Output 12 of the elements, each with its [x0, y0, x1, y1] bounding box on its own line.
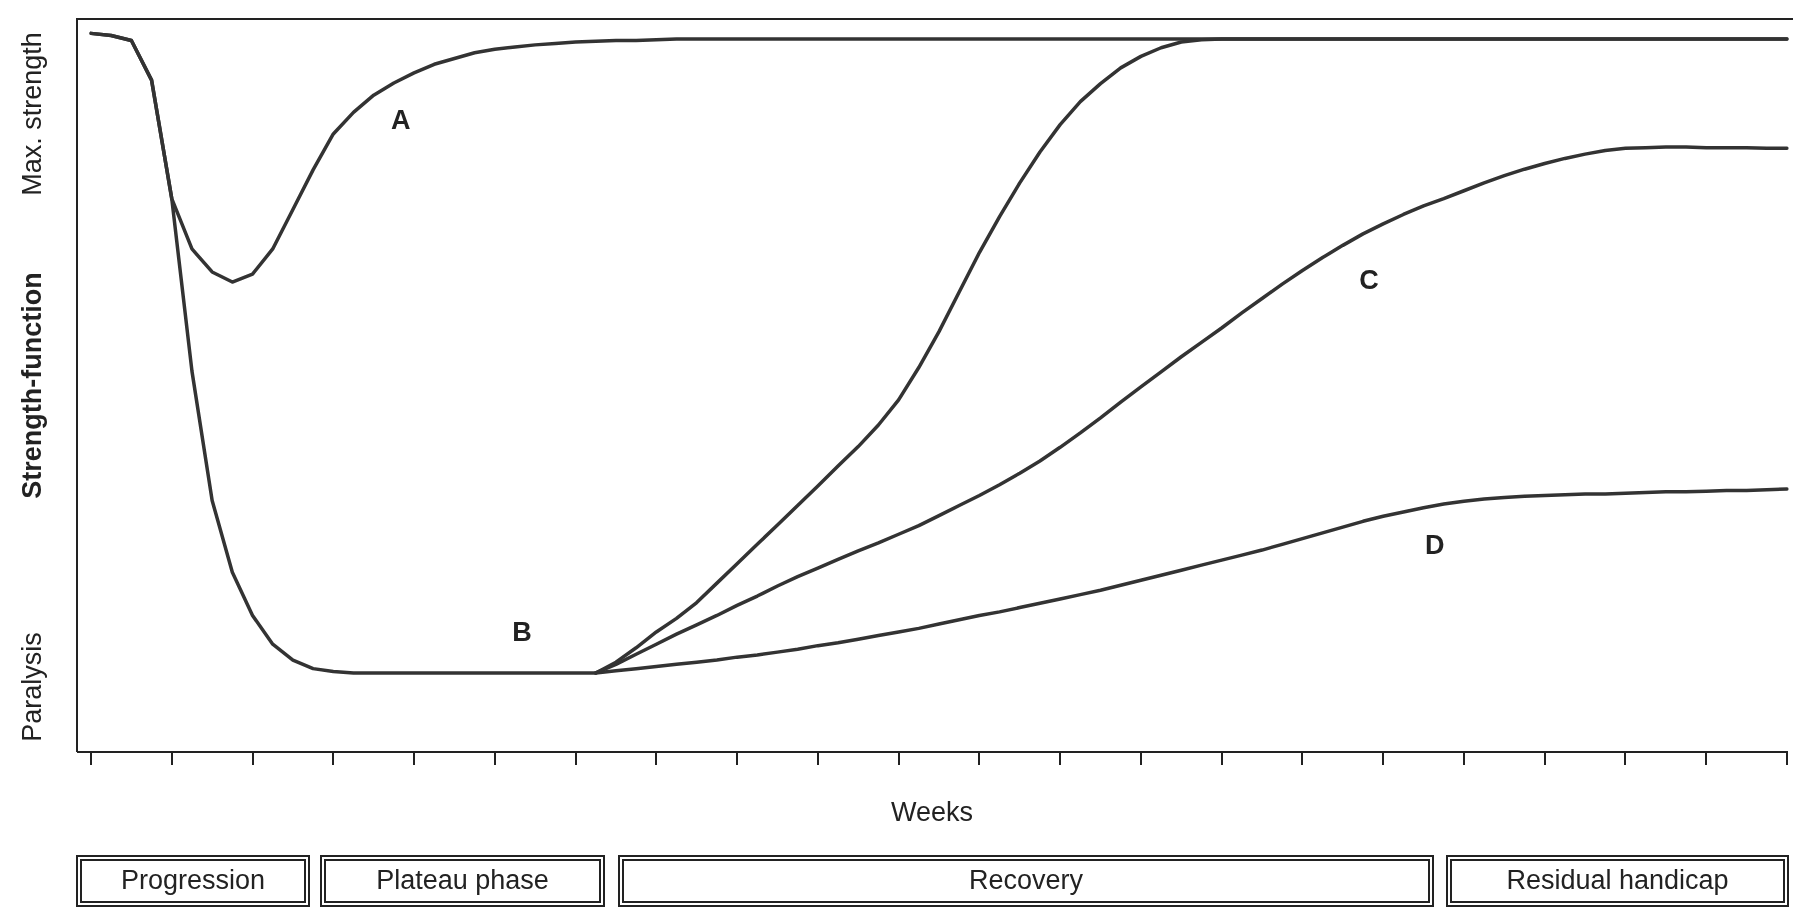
- text: Paralysis: [17, 632, 48, 742]
- text: Max. strength: [17, 32, 48, 196]
- series-label: A: [391, 105, 411, 136]
- x-axis-title: Weeks: [890, 797, 974, 828]
- text: Progression: [120, 865, 266, 896]
- y-axis-title: Strength-function: [17, 272, 48, 499]
- series-label: B: [512, 617, 532, 648]
- series-label: C: [1359, 265, 1379, 296]
- series-label: D: [1425, 529, 1445, 560]
- text: Residual handicap: [1506, 865, 1729, 896]
- text: Plateau phase: [376, 865, 549, 896]
- text: Recovery: [968, 865, 1084, 896]
